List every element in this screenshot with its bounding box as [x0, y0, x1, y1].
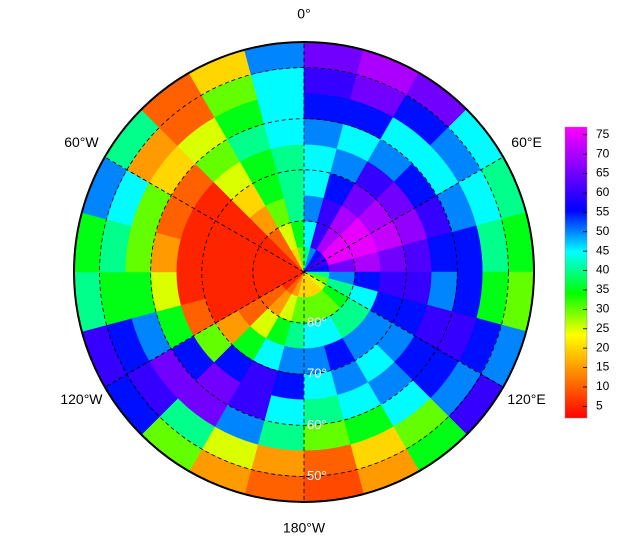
lat-circle — [99, 67, 509, 477]
cell — [303, 118, 345, 149]
colorbar: 5 10 15 20 25 30 35 40 45 50 55 60 65 70 75 — [564, 126, 610, 419]
cell — [263, 118, 305, 149]
cell — [427, 271, 458, 313]
colorbar-tick-label: 25 — [596, 321, 610, 335]
colorbar-tick-label: 35 — [596, 282, 610, 296]
lat-label: 60° — [307, 417, 327, 432]
colorbar-scale — [564, 126, 588, 419]
cell — [150, 271, 181, 313]
labels: 80° 70° 60° 50° 0° 60°E 120°E 180°W 120°W 60°W — [60, 6, 545, 536]
lon-line — [104, 271, 305, 388]
lon-label: 180°W — [283, 520, 326, 536]
colorbar-tick-label: 45 — [596, 243, 610, 257]
cell — [263, 395, 305, 426]
graticule — [73, 41, 535, 503]
lon-label: 60°E — [511, 134, 542, 150]
colorbar-tick-label: 20 — [596, 340, 610, 354]
lon-line — [104, 156, 305, 273]
lon-line — [303, 156, 504, 273]
lat-label: 80° — [307, 315, 327, 330]
map-border — [73, 41, 535, 503]
colorbar-tick-label: 50 — [596, 224, 610, 238]
lon-label: 60°W — [64, 134, 99, 150]
lat-circle — [201, 169, 407, 375]
lat-label: 70° — [307, 366, 327, 381]
colorbar-tick-label: 60 — [596, 185, 610, 199]
colorbar-tick-label: 75 — [596, 127, 610, 141]
lon-line — [303, 271, 504, 388]
colorbar-tick-label: 5 — [596, 399, 603, 413]
lon-label: 0° — [297, 6, 310, 22]
colorbar-tick-label: 70 — [596, 146, 610, 160]
lat-circle — [150, 118, 458, 426]
lon-label: 120°E — [507, 391, 545, 407]
colorbar-tick-label: 65 — [596, 166, 610, 180]
colorbar-tick-label: 55 — [596, 205, 610, 219]
cell — [150, 231, 181, 273]
colorbar-tick-label: 15 — [596, 360, 610, 374]
lat-label: 50° — [307, 468, 327, 483]
colorbar-tick-label: 40 — [596, 263, 610, 277]
colorbar-tick-label: 30 — [596, 302, 610, 316]
lon-label: 120°W — [60, 391, 103, 407]
colorbar-tick-label: 10 — [596, 379, 610, 393]
cell — [427, 231, 458, 273]
